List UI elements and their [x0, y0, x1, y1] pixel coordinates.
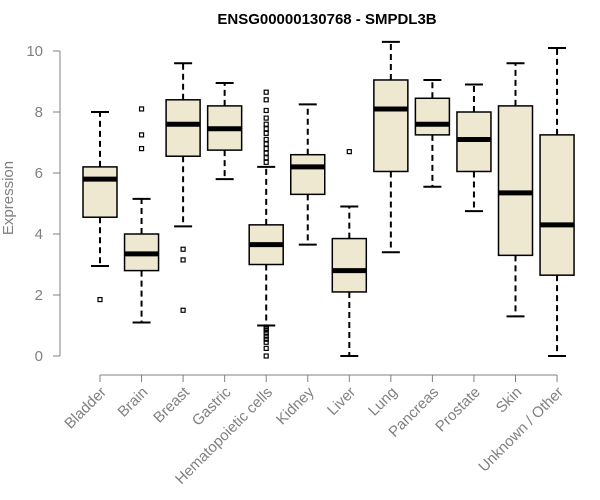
outlier-point: [263, 150, 269, 156]
box-skin: [497, 62, 534, 318]
iqr-box: [290, 153, 326, 196]
outlier-point: [263, 345, 269, 351]
outlier-point: [263, 107, 269, 114]
box-prostate: [456, 83, 492, 213]
outlier-point: [263, 126, 269, 132]
outlier-point: [180, 307, 186, 313]
outlier-point: [263, 115, 269, 121]
x-tick-label: Lung: [365, 384, 401, 420]
y-axis-label: Expression: [0, 161, 17, 235]
outlier-point: [138, 106, 145, 112]
box-liver: [331, 149, 368, 357]
box-brain: [123, 106, 160, 324]
iqr-box: [331, 237, 368, 293]
outlier-point: [263, 121, 269, 127]
outlier-point: [97, 296, 103, 303]
x-tick-label: Liver: [324, 384, 359, 419]
iqr-box: [539, 134, 575, 276]
y-tick-label: 8: [35, 104, 43, 121]
box-gastric: [206, 82, 243, 181]
boxes-group: [82, 40, 575, 359]
box-breast: [165, 62, 201, 313]
iqr-box: [82, 166, 118, 218]
box-lung: [373, 40, 409, 254]
y-tick-label: 4: [35, 226, 43, 243]
y-tick-label: 0: [35, 348, 43, 365]
x-tick-label: Brain: [115, 384, 152, 421]
outlier-point: [263, 324, 269, 330]
box-kidney: [290, 103, 326, 246]
outlier-point: [346, 149, 352, 155]
outlier-point: [263, 130, 269, 136]
x-tick-label: Skin: [493, 384, 526, 417]
iqr-box: [373, 79, 409, 173]
y-axis: 0 2 4 6 8 10: [26, 43, 61, 365]
y-tick-label: 6: [35, 165, 43, 182]
outlier-point: [138, 132, 145, 138]
iqr-box: [497, 105, 534, 257]
chart-title: ENSG00000130768 - SMPDL3B: [217, 11, 436, 28]
x-tick-label: Breast: [150, 383, 193, 426]
box-bladder: [82, 111, 118, 303]
x-tick-label: Kidney: [273, 383, 318, 428]
box-unknown-other: [539, 46, 575, 357]
x-tick-label: Bladder: [61, 384, 110, 433]
outlier-point: [263, 146, 269, 152]
outlier-point: [263, 339, 269, 345]
outlier-point: [180, 257, 186, 263]
box-pancreas: [414, 78, 451, 188]
outlier-point: [263, 353, 269, 359]
outlier-point: [263, 336, 269, 342]
outlier-point: [263, 136, 269, 143]
iqr-box: [165, 99, 201, 157]
outlier-point: [263, 89, 269, 95]
outlier-point: [180, 246, 186, 252]
y-tick-label: 2: [35, 287, 43, 304]
outlier-point: [263, 155, 269, 161]
box-hematopoietic-cells: [248, 89, 284, 359]
outlier-point: [263, 97, 269, 103]
outlier-point: [138, 146, 145, 152]
y-tick-label: 10: [26, 43, 43, 60]
outlier-point: [263, 333, 269, 339]
outlier-point: [263, 141, 269, 147]
outlier-point: [263, 159, 269, 165]
iqr-box: [414, 97, 451, 136]
x-tick-label: Prostate: [432, 384, 484, 436]
